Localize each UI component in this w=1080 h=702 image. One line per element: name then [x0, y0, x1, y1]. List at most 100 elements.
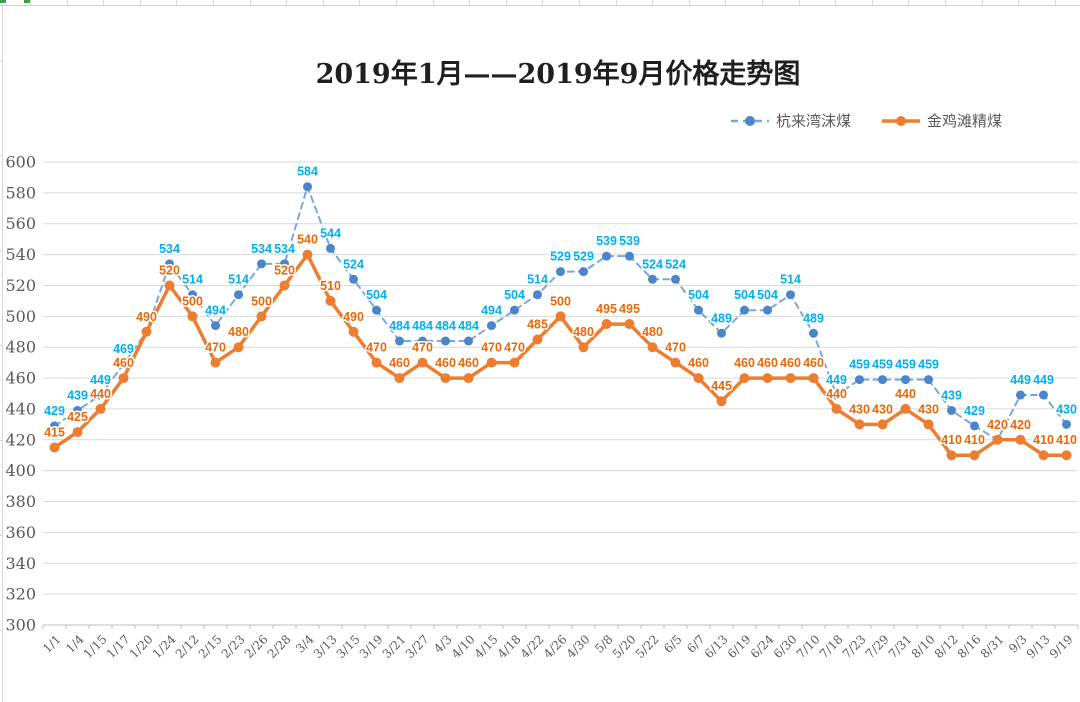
data-point-marker	[716, 396, 727, 407]
data-point-marker	[763, 305, 772, 315]
data-point-marker	[625, 251, 634, 261]
data-point-label: 480	[642, 325, 663, 339]
x-axis-label: 7/31	[886, 632, 915, 661]
data-point-label: 529	[573, 250, 594, 264]
sheet-column-tick	[506, 0, 507, 5]
sheet-selection-mark	[24, 0, 30, 3]
data-point-label: 420	[987, 418, 1008, 432]
data-point-label: 504	[757, 288, 778, 302]
data-point-marker	[188, 290, 197, 300]
data-point-label: 484	[435, 319, 456, 333]
data-point-marker	[923, 419, 934, 430]
data-point-marker	[832, 390, 841, 400]
data-point-label: 514	[228, 273, 249, 287]
data-point-marker	[947, 405, 956, 415]
data-point-marker	[1016, 390, 1025, 400]
sheet-column-tick	[725, 0, 726, 5]
legend-item-hanglaiwan[interactable]: 杭来湾沫煤	[730, 110, 851, 131]
x-axis-label: 3/27	[403, 632, 432, 661]
data-point-marker	[809, 328, 818, 338]
legend-item-jinjitan[interactable]: 金鸡滩精煤	[881, 110, 1002, 131]
data-point-label: 440	[90, 387, 111, 401]
data-point-marker	[303, 182, 312, 192]
sheet-column-tick	[542, 0, 543, 5]
sheet-row-tick	[0, 155, 3, 156]
x-axis-label: 1/15	[81, 632, 110, 661]
sheet-column-tick	[982, 0, 983, 5]
x-axis-label: 2/15	[196, 632, 225, 661]
sheet-column-tick	[908, 0, 909, 5]
data-point-label: 460	[113, 356, 134, 370]
chart-legend: 杭来湾沫煤 金鸡滩精煤	[730, 110, 1002, 131]
data-point-label: 415	[44, 426, 65, 440]
x-axis-label: 6/19	[725, 632, 754, 661]
data-point-marker	[901, 375, 910, 385]
data-point-marker	[280, 259, 289, 269]
data-point-marker	[1062, 419, 1071, 429]
sheet-column-tick	[1055, 0, 1056, 5]
x-axis-label: 4/15	[472, 632, 501, 661]
data-point-label: 445	[711, 379, 732, 393]
data-point-marker	[72, 427, 83, 438]
legend-label-hanglaiwan: 杭来湾沫煤	[776, 113, 852, 130]
x-axis-label: 6/13	[702, 632, 731, 661]
data-point-label: 439	[941, 388, 962, 402]
data-point-label: 520	[274, 263, 295, 277]
data-point-label: 494	[481, 304, 502, 318]
data-point-marker	[325, 295, 336, 306]
data-point-label: 544	[320, 226, 341, 240]
sheet-column-tick	[799, 0, 800, 5]
data-point-marker	[418, 336, 427, 346]
data-point-label: 504	[504, 288, 525, 302]
x-axis-label: 5/22	[633, 632, 662, 661]
data-point-label: 410	[941, 433, 962, 447]
data-point-label: 440	[826, 387, 847, 401]
data-point-label: 459	[849, 358, 870, 372]
x-axis-label: 9/19	[1047, 632, 1076, 661]
data-point-marker	[487, 321, 496, 331]
data-point-label: 460	[688, 356, 709, 370]
data-point-label: 539	[596, 234, 617, 248]
data-point-marker	[302, 249, 313, 260]
data-point-marker	[533, 290, 542, 300]
data-point-label: 489	[711, 311, 732, 325]
data-point-marker	[49, 442, 60, 453]
data-point-label: 430	[849, 402, 870, 416]
x-axis-label: 9/13	[1024, 632, 1053, 661]
data-point-label: 534	[274, 242, 295, 256]
data-point-label: 514	[780, 273, 801, 287]
data-point-label: 534	[159, 242, 180, 256]
data-point-marker	[831, 403, 842, 414]
data-point-marker	[119, 359, 128, 369]
data-point-label: 449	[826, 373, 847, 387]
data-point-marker	[279, 280, 290, 291]
data-point-label: 495	[596, 302, 617, 316]
data-point-label: 584	[297, 165, 318, 179]
data-point-marker	[371, 357, 382, 368]
data-point-marker	[326, 243, 335, 253]
data-point-marker	[808, 373, 819, 384]
x-axis-label: 1/20	[127, 632, 156, 661]
data-point-label: 460	[734, 356, 755, 370]
data-point-marker	[762, 373, 773, 384]
data-point-label: 420	[987, 418, 1008, 432]
data-point-label: 459	[895, 358, 916, 372]
data-point-label: 500	[251, 294, 272, 308]
x-axis-label: 2/23	[219, 632, 248, 661]
sheet-column-tick	[396, 0, 397, 5]
sheet-selection-mark	[0, 0, 6, 3]
data-point-marker	[786, 290, 795, 300]
data-point-label: 500	[550, 294, 571, 308]
y-axis-label: 440	[5, 399, 36, 418]
data-point-marker	[900, 403, 911, 414]
series-line-1	[52, 252, 1069, 457]
sheet-row-tick	[0, 630, 3, 631]
x-axis-label: 3/21	[380, 632, 409, 661]
data-point-marker	[647, 342, 658, 353]
data-point-marker	[463, 373, 474, 384]
sheet-column-tick	[652, 0, 653, 5]
data-point-label: 504	[688, 288, 709, 302]
data-point-label: 459	[872, 358, 893, 372]
data-point-marker	[441, 336, 450, 346]
